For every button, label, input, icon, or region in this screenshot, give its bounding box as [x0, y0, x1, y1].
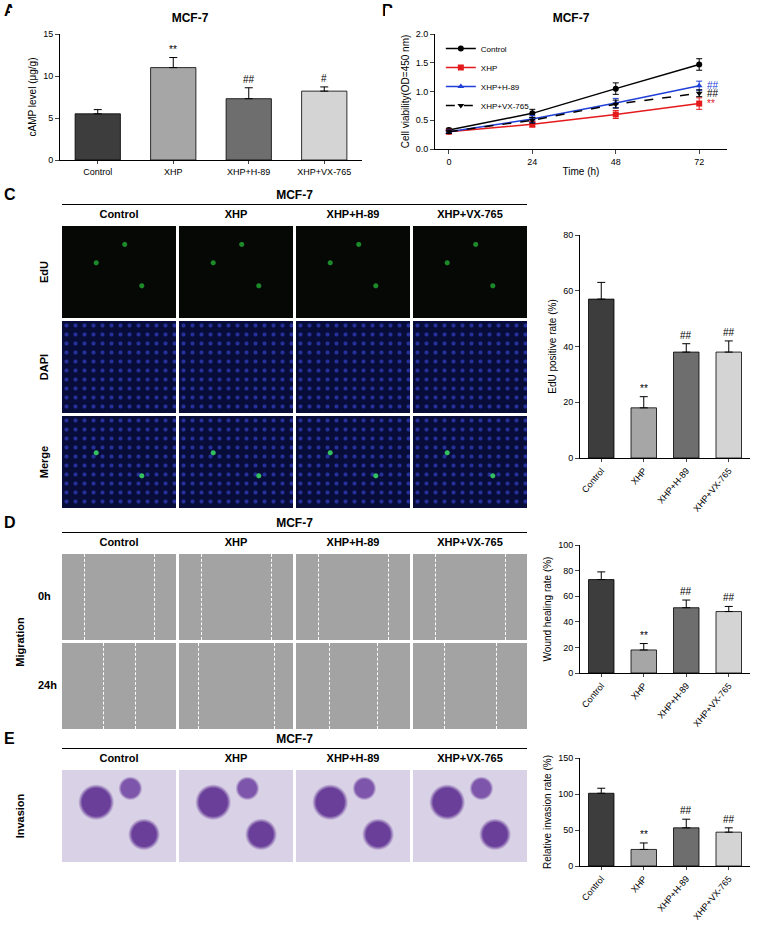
svg-text:48: 48 [611, 157, 621, 167]
svg-text:##: ## [680, 805, 692, 816]
html-text:XHP: XHP [224, 752, 248, 764]
html-text:24h: 24h [38, 679, 57, 691]
svg-text:150: 150 [558, 753, 573, 763]
html-text:E: E [4, 730, 15, 747]
svg-text:XHP: XHP [629, 874, 649, 895]
svg-text:Relative invasion rate (%): Relative invasion rate (%) [542, 755, 553, 869]
svg-text:0: 0 [568, 668, 573, 678]
svg-text:1.0: 1.0 [416, 87, 429, 97]
svg-text:100: 100 [558, 789, 573, 799]
svg-text:XHP+H-89: XHP+H-89 [656, 874, 691, 914]
html-text:XHP+VX-765: XHP+VX-765 [437, 752, 503, 764]
svg-text:20: 20 [563, 643, 573, 653]
svg-text:**: ** [707, 98, 715, 109]
svg-text:#: # [321, 73, 327, 84]
svg-text:Wound healing rate (%): Wound healing rate (%) [542, 557, 553, 662]
svg-text:XHP+H-89: XHP+H-89 [481, 83, 520, 92]
html-text:0h: 0h [38, 590, 51, 602]
svg-text:2.0: 2.0 [416, 29, 429, 39]
svg-text:24: 24 [527, 157, 537, 167]
svg-text:XHP+VX-765: XHP+VX-765 [691, 874, 733, 922]
svg-text:XHP+VX-765: XHP+VX-765 [481, 102, 529, 111]
svg-text:0: 0 [48, 155, 53, 165]
html-text:XHP+H-89: XHP+H-89 [326, 752, 380, 764]
html-text:XHP+VX-765: XHP+VX-765 [437, 208, 503, 220]
svg-text:EdU positive rate (%): EdU positive rate (%) [547, 299, 558, 393]
svg-text:50: 50 [563, 825, 573, 835]
html-text:XHP: XHP [224, 536, 248, 548]
svg-text:100: 100 [558, 540, 573, 550]
html-text:XHP+VX-765: XHP+VX-765 [437, 536, 503, 548]
svg-text:MCF-7: MCF-7 [172, 11, 209, 25]
html-text:B: B [382, 2, 394, 19]
svg-text:XHP+H-89: XHP+H-89 [656, 466, 691, 506]
html-text:A: A [4, 2, 16, 19]
svg-text:60: 60 [563, 286, 573, 296]
svg-text:10: 10 [43, 71, 53, 81]
svg-text:##: ## [723, 327, 735, 338]
svg-text:##: ## [707, 88, 719, 99]
svg-text:MCF-7: MCF-7 [553, 11, 590, 25]
svg-text:##: ## [243, 74, 255, 85]
html-text:XHP+H-89: XHP+H-89 [326, 536, 380, 548]
html-text:XHP: XHP [224, 208, 248, 220]
svg-text:**: ** [640, 383, 648, 394]
html-text:MCF-7: MCF-7 [276, 516, 313, 530]
svg-text:60: 60 [563, 591, 573, 601]
html-text:Migration: Migration [14, 616, 26, 667]
html-text:Merge: Merge [38, 445, 50, 479]
svg-text:80: 80 [563, 566, 573, 576]
html-text:XHP+H-89: XHP+H-89 [326, 208, 380, 220]
svg-text:##: ## [680, 330, 692, 341]
svg-text:5: 5 [48, 113, 53, 123]
html-text:C: C [4, 186, 16, 203]
svg-text:##: ## [707, 80, 719, 91]
svg-text:##: ## [723, 814, 735, 825]
svg-text:**: ** [640, 630, 648, 641]
svg-text:15: 15 [43, 29, 53, 39]
svg-text:XHP+H-89: XHP+H-89 [227, 167, 270, 177]
svg-text:Time (h): Time (h) [563, 166, 600, 177]
svg-text:40: 40 [563, 617, 573, 627]
svg-text:40: 40 [563, 342, 573, 352]
svg-text:1.5: 1.5 [416, 58, 429, 68]
html-text:Control: Control [99, 536, 139, 548]
svg-text:XHP: XHP [629, 466, 649, 487]
svg-text:##: ## [680, 586, 692, 597]
html-text:Control: Control [99, 752, 139, 764]
svg-text:cAMP level (μg/g): cAMP level (μg/g) [27, 58, 38, 137]
svg-text:Cell viability(OD=450 nm): Cell viability(OD=450 nm) [400, 35, 411, 149]
svg-text:20: 20 [563, 397, 573, 407]
svg-text:XHP: XHP [629, 681, 649, 702]
svg-text:80: 80 [563, 230, 573, 240]
svg-text:0: 0 [446, 157, 451, 167]
html-text:Invasion: Invasion [14, 793, 26, 839]
svg-text:**: ** [169, 44, 177, 55]
svg-text:XHP+VX-765: XHP+VX-765 [691, 466, 733, 514]
svg-text:XHP+H-89: XHP+H-89 [656, 681, 691, 721]
svg-text:Control: Control [580, 874, 606, 903]
html-text:MCF-7: MCF-7 [276, 732, 313, 746]
svg-text:0.5: 0.5 [416, 115, 429, 125]
html-text:D: D [4, 514, 16, 531]
svg-text:##: ## [723, 592, 735, 603]
svg-text:0: 0 [568, 861, 573, 871]
svg-text:**: ** [640, 829, 648, 840]
svg-text:0: 0 [568, 453, 573, 463]
svg-text:XHP+VX-765: XHP+VX-765 [297, 167, 351, 177]
html-text:MCF-7: MCF-7 [276, 188, 313, 202]
svg-text:Control: Control [580, 466, 606, 495]
svg-text:Control: Control [83, 167, 112, 177]
svg-text:Control: Control [481, 45, 507, 54]
html-text:Control: Control [99, 208, 139, 220]
html-text:EdU: EdU [38, 261, 50, 283]
svg-text:XHP: XHP [481, 64, 497, 73]
html-text:DAPI: DAPI [38, 353, 50, 381]
svg-text:XHP+VX-765: XHP+VX-765 [691, 681, 733, 729]
svg-text:72: 72 [694, 157, 704, 167]
svg-text:Control: Control [580, 681, 606, 710]
svg-text:0.0: 0.0 [416, 144, 429, 154]
svg-text:XHP: XHP [164, 167, 183, 177]
